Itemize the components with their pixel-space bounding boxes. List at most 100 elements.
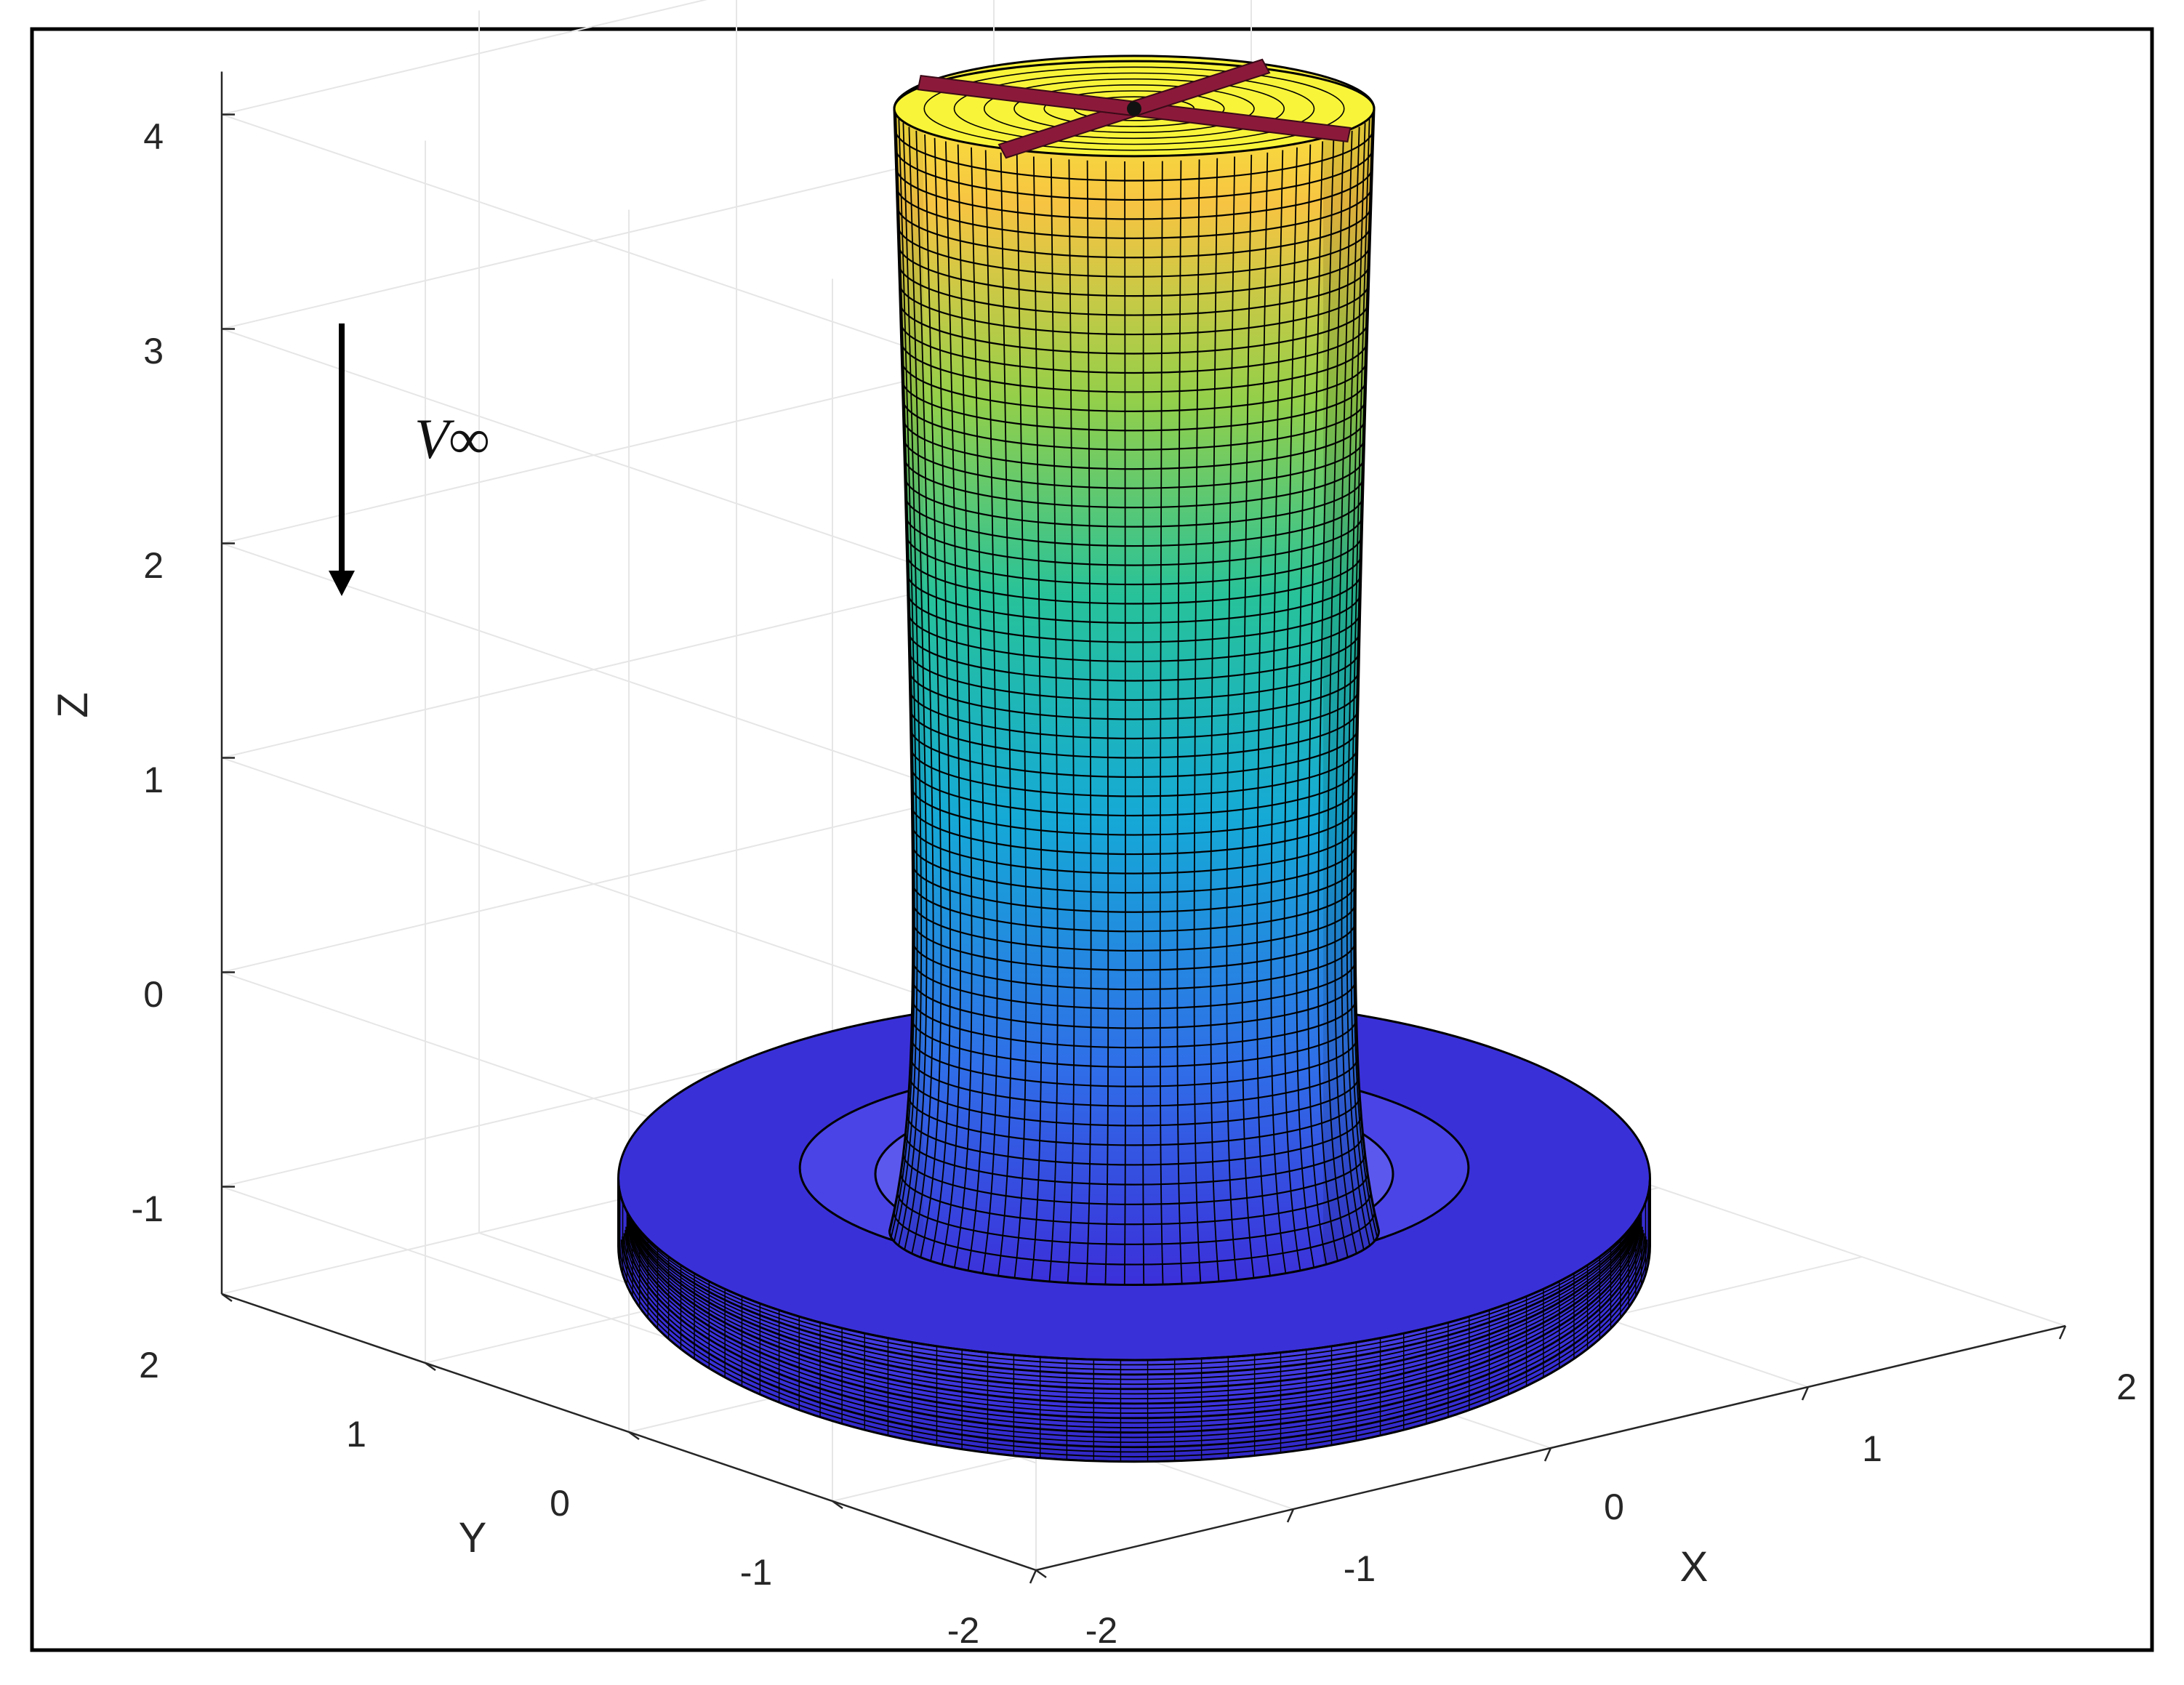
z-tick-label: 1 [143, 760, 164, 800]
mesh-meridian [1226, 156, 1237, 1280]
mesh-ring [896, 225, 1372, 278]
mesh-meridian [1241, 154, 1255, 1279]
mesh-meridian [920, 134, 942, 1258]
mesh-meridian [1104, 161, 1109, 1285]
mesh-meridian [1350, 118, 1376, 1242]
y-tick-mark [628, 1431, 640, 1441]
mesh-meridian [1142, 161, 1145, 1285]
mesh-ring [903, 457, 1365, 509]
z-tick-label: 4 [143, 116, 164, 157]
mesh-ring [908, 650, 1360, 701]
rotor-disk-ring [953, 72, 1315, 145]
x-tick-mark [1029, 1569, 1037, 1584]
rotor-disk-ring [1013, 84, 1255, 133]
ring-mesh-line [620, 1239, 1648, 1453]
mesh-ring [912, 863, 1357, 913]
y-axis-label: Y [459, 1514, 487, 1561]
y-tick-label: -1 [740, 1552, 772, 1593]
mesh-meridian [953, 144, 973, 1268]
x-tick-mark [1286, 1508, 1295, 1523]
ring-mesh-line [622, 1188, 1647, 1375]
column-mesh [889, 110, 1379, 1285]
mesh-ring [907, 611, 1361, 662]
x-tick-label: -2 [1085, 1610, 1117, 1651]
mesh-meridian [1048, 158, 1059, 1282]
y-tick-label: 1 [346, 1414, 366, 1455]
freestream-annotation: V∞ [329, 323, 489, 596]
x-tick-labels: -2 -1 0 1 2 [1085, 1367, 2137, 1651]
freestream-arrow-head [329, 571, 355, 596]
mesh-ring [893, 1211, 1376, 1266]
ring-mesh-line [619, 1242, 1650, 1457]
ring-mesh-line [625, 1197, 1643, 1391]
mesh-ring [912, 979, 1357, 1029]
ring-mesh-line [619, 1181, 1650, 1366]
mesh-ring [912, 921, 1357, 971]
z-tick-label: 0 [143, 974, 164, 1015]
mesh-meridian [1031, 156, 1043, 1280]
mesh-ring [899, 321, 1369, 374]
mesh-meridian [1013, 154, 1027, 1279]
axis-ticks [221, 113, 2067, 1584]
x-tick-label: 0 [1604, 1487, 1624, 1527]
mesh-ring [910, 747, 1358, 797]
rotor-disk-ring [923, 66, 1345, 151]
mesh-ring [907, 592, 1362, 643]
mesh-meridian [1307, 141, 1328, 1265]
rotor-disk-ring [983, 78, 1285, 140]
mesh-meridian [904, 126, 928, 1250]
ring-mesh-line [623, 1191, 1645, 1380]
mesh-ring [899, 302, 1369, 355]
z-tick-labels: -1 0 1 2 3 4 [132, 116, 164, 1229]
mesh-ring [904, 1134, 1364, 1186]
mesh-ring [910, 728, 1359, 778]
mesh-ring [899, 283, 1370, 335]
mesh-ring [911, 999, 1357, 1049]
ring-mesh-line [627, 1220, 1642, 1424]
mesh-meridian [911, 130, 934, 1254]
mesh-meridian [1283, 147, 1301, 1271]
ring-mesh-line [622, 1236, 1647, 1448]
ring-mesh-line [627, 1213, 1641, 1415]
x-tick-mark [1801, 1386, 1810, 1401]
mesh-ring [906, 1114, 1362, 1166]
z-tick-label: 3 [143, 331, 164, 371]
mesh-ring [906, 553, 1362, 605]
mesh-meridian [1354, 110, 1379, 1234]
wake-column [888, 55, 1381, 1287]
mesh-meridian [1341, 126, 1365, 1250]
mesh-meridian [898, 123, 923, 1246]
grid-line [221, 542, 1037, 821]
y-tick-mark [832, 1500, 843, 1510]
mesh-meridian [1067, 159, 1075, 1283]
mesh-meridian [1193, 159, 1202, 1283]
ring-mesh [618, 1178, 1650, 1462]
ring-mesh-line [626, 1201, 1642, 1395]
freestream-label: V∞ [414, 407, 489, 470]
x-axis-label: X [1680, 1543, 1709, 1591]
mesh-meridian [1176, 160, 1183, 1284]
mesh-ring [907, 1095, 1361, 1146]
grid-line [221, 757, 1037, 1035]
ring-mesh-line [627, 1217, 1642, 1420]
mesh-meridian [1256, 152, 1271, 1276]
mesh-meridian [1270, 150, 1287, 1274]
x-tick-mark [2058, 1325, 2067, 1340]
mesh-ring [896, 205, 1372, 259]
rotor-hub [1127, 101, 1141, 116]
mesh-ring [911, 805, 1357, 856]
mesh-ring [912, 901, 1357, 952]
mesh-ring [902, 1154, 1366, 1205]
mesh-ring [910, 708, 1359, 759]
mesh-ring [912, 960, 1357, 1010]
mesh-meridian [1326, 134, 1349, 1258]
mesh-ring [902, 398, 1367, 451]
mesh-meridian [1317, 137, 1338, 1261]
z-axis-label: Z [49, 692, 97, 717]
mesh-ring [912, 941, 1357, 990]
rotor-disk-ring [1043, 90, 1225, 127]
mesh-ring [905, 515, 1363, 566]
x-tick-label: 1 [1862, 1428, 1882, 1469]
ring-mesh-line [627, 1204, 1642, 1399]
